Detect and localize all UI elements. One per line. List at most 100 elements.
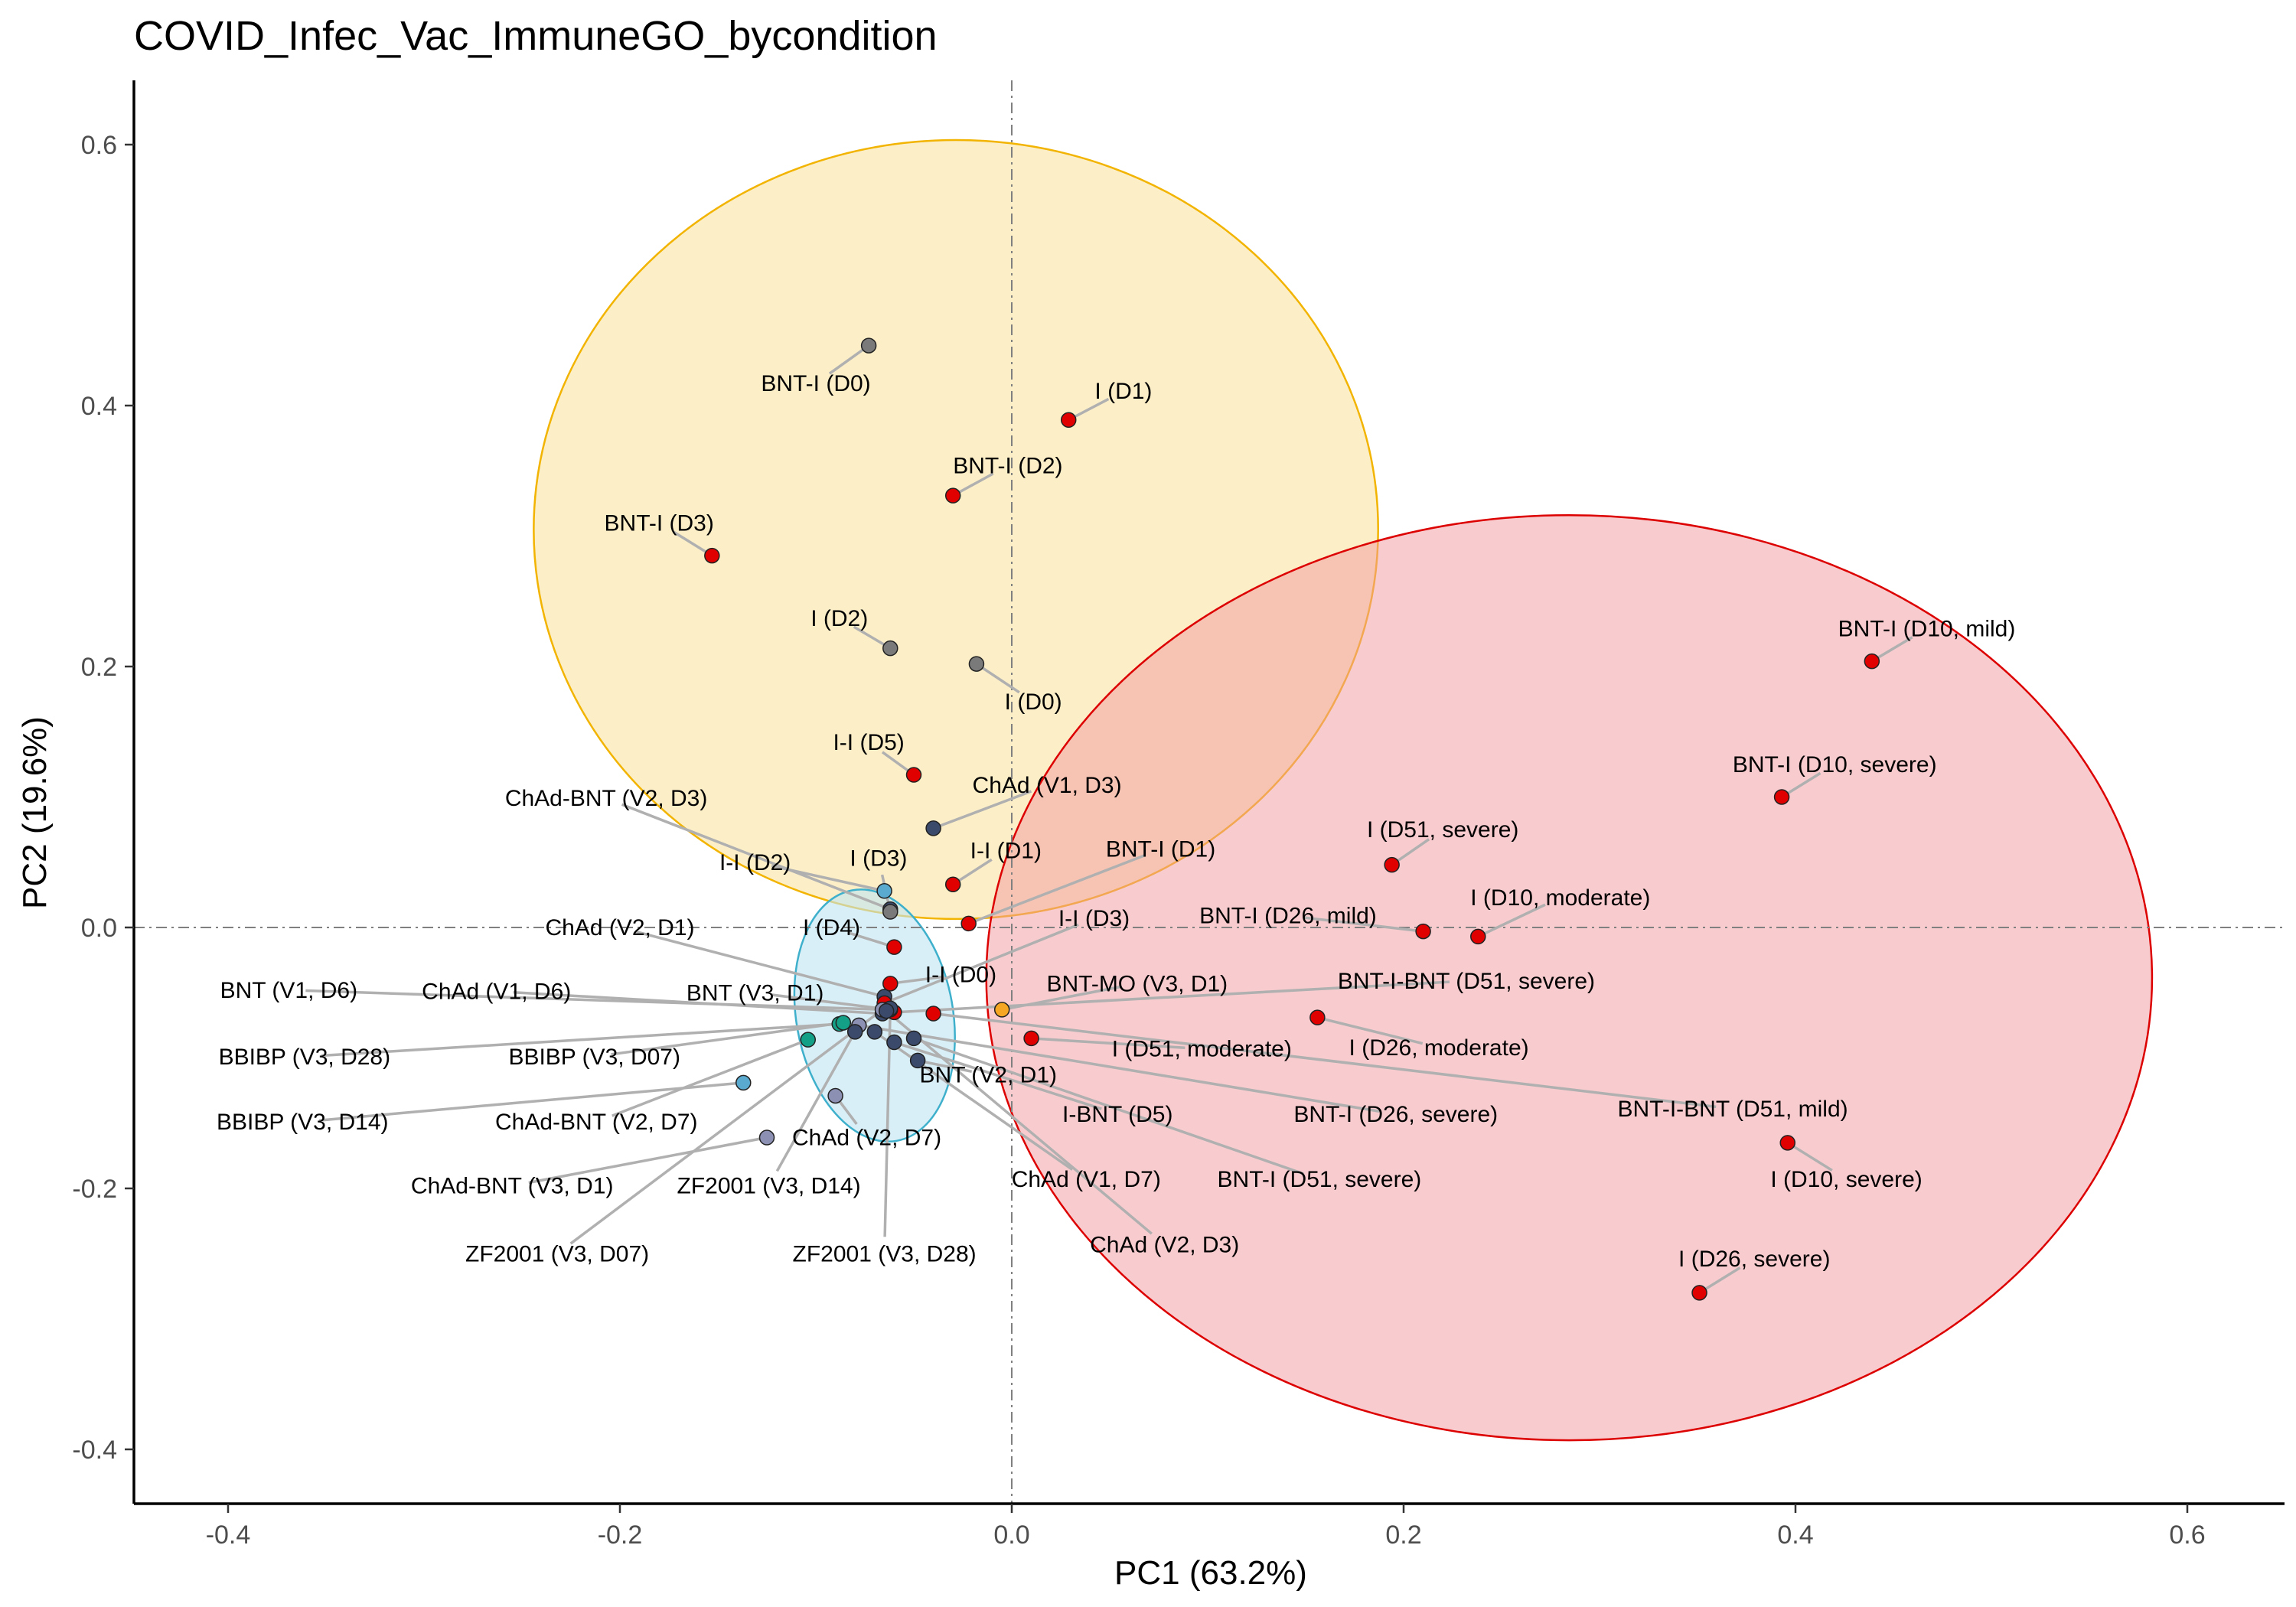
leader-line xyxy=(968,854,1146,925)
point-label: ChAd-BNT (V2, D3) xyxy=(505,786,708,811)
y-tick-label: 0.0 xyxy=(81,914,117,943)
point-label: ZF2001 (V3, D14) xyxy=(677,1174,861,1199)
data-point xyxy=(860,337,877,354)
point-label: BBIBP (V3, D07) xyxy=(508,1045,680,1070)
y-tick-label: 0.4 xyxy=(81,392,117,421)
leader-line xyxy=(1304,916,1424,933)
leader-line xyxy=(975,663,1020,694)
point-label: I-BNT (D5) xyxy=(1062,1102,1172,1127)
point-label: I (D3) xyxy=(850,846,907,872)
data-point xyxy=(878,1002,895,1019)
point-label: ZF2001 (V3, D07) xyxy=(465,1241,649,1266)
point-label: BBIBP (V3, D14) xyxy=(217,1110,389,1135)
leader-line xyxy=(933,1012,1717,1109)
point-label: I (D1) xyxy=(1094,379,1152,404)
point-label: ChAd (V1, D7) xyxy=(1012,1167,1161,1192)
point-label: I (D2) xyxy=(810,606,868,631)
data-point xyxy=(835,1015,852,1031)
point-label: BNT-I (D0) xyxy=(761,371,870,396)
point-label: BNT-I (D3) xyxy=(605,510,714,536)
point-label: I (D10, severe) xyxy=(1770,1167,1922,1192)
data-point xyxy=(866,1024,883,1040)
point-label: ChAd-BNT (V3, D1) xyxy=(411,1174,614,1199)
data-point xyxy=(905,1030,922,1047)
leader-line xyxy=(1316,1015,1424,1045)
point-label: I (D0) xyxy=(1005,689,1062,715)
x-tick-label: -0.4 xyxy=(206,1521,251,1550)
data-point xyxy=(925,1006,941,1022)
leader-line xyxy=(621,803,891,911)
point-label: BNT-I-BNT (D51, mild) xyxy=(1618,1097,1848,1122)
data-point xyxy=(925,820,941,836)
data-point xyxy=(846,1024,863,1040)
y-axis-title: PC2 (19.6%) xyxy=(16,716,54,909)
point-label: I (D26, moderate) xyxy=(1349,1035,1529,1061)
data-point xyxy=(960,915,977,932)
leader-line xyxy=(1031,1037,1186,1049)
point-label: ChAd (V2, D7) xyxy=(792,1126,941,1151)
leader-line xyxy=(890,975,944,986)
point-label: I-I (D3) xyxy=(1058,906,1130,931)
data-point xyxy=(944,876,961,892)
leader-line xyxy=(569,1009,884,1245)
x-tick-label: 0.4 xyxy=(1777,1521,1813,1550)
data-point xyxy=(886,1034,902,1051)
x-tick-label: -0.2 xyxy=(598,1521,643,1550)
x-tick-label: 0.2 xyxy=(1385,1521,1421,1550)
data-point xyxy=(1773,789,1790,805)
y-tick-label: 0.6 xyxy=(81,131,117,160)
leader-line xyxy=(771,864,885,892)
data-points xyxy=(704,337,1880,1301)
point-label: I-I (D2) xyxy=(719,850,791,875)
leader-line xyxy=(859,1024,1380,1113)
data-point xyxy=(1415,923,1431,940)
leader-line xyxy=(1477,903,1546,938)
point-label: I (D51, moderate) xyxy=(1112,1037,1292,1062)
chart-title: COVID_Infec_Vac_ImmuneGO_bycondition xyxy=(134,13,938,59)
leader-line xyxy=(1698,1266,1741,1294)
leader-line xyxy=(319,1081,744,1122)
leader-line xyxy=(305,989,887,1012)
point-label: I (D51, severe) xyxy=(1367,817,1518,843)
leader-line xyxy=(932,790,1032,830)
confidence-ellipses xyxy=(533,139,2154,1442)
leader-line xyxy=(913,1037,1304,1175)
point-label: ChAd (V1, D3) xyxy=(973,773,1122,798)
point-label: BNT-I (D1) xyxy=(1106,837,1215,862)
axes: -0.4 -0.2 0.0 0.2 0.4 0.6 -0.4 -0.2 0.0 0.2 0.4 0.6 xyxy=(72,80,2285,1550)
point-label: BNT-I (D51, severe) xyxy=(1218,1167,1422,1192)
point-label: BNT-I-BNT (D51, severe) xyxy=(1338,969,1595,994)
y-tick-label: -0.2 xyxy=(72,1175,117,1204)
data-point xyxy=(909,1052,926,1069)
leader-line xyxy=(612,1038,809,1117)
leader-line xyxy=(894,980,1450,1014)
point-label: I-I (D0) xyxy=(925,962,996,987)
data-point xyxy=(1779,1135,1796,1151)
point-label: BNT-I (D10, mild) xyxy=(1838,617,2016,642)
label-leader-lines xyxy=(305,344,1913,1294)
leader-line xyxy=(775,1031,856,1172)
leader-line xyxy=(893,1041,1102,1110)
data-point xyxy=(1309,1009,1326,1025)
point-label: I-I (D5) xyxy=(833,730,904,755)
point-label: ZF2001 (V3, D28) xyxy=(793,1241,977,1266)
point-label: BNT (V1, D6) xyxy=(220,978,358,1003)
data-point xyxy=(800,1032,817,1048)
leader-line xyxy=(321,1022,840,1058)
leader-line xyxy=(611,1021,844,1056)
leader-line xyxy=(873,1030,1074,1171)
leader-line xyxy=(513,991,883,1015)
data-point xyxy=(882,640,899,657)
data-point xyxy=(905,767,922,783)
leader-line xyxy=(883,923,1079,1005)
data-point xyxy=(1864,653,1880,670)
leader-line xyxy=(885,1009,1153,1235)
data-point xyxy=(886,939,902,955)
data-point xyxy=(876,883,892,899)
point-label: ChAd-BNT (V2, D7) xyxy=(495,1110,698,1135)
leader-line xyxy=(1786,1141,1833,1172)
x-axis-title: PC1 (63.2%) xyxy=(1114,1554,1307,1592)
confidence-ellipse-2 xyxy=(985,513,2154,1442)
leader-line xyxy=(635,930,885,999)
